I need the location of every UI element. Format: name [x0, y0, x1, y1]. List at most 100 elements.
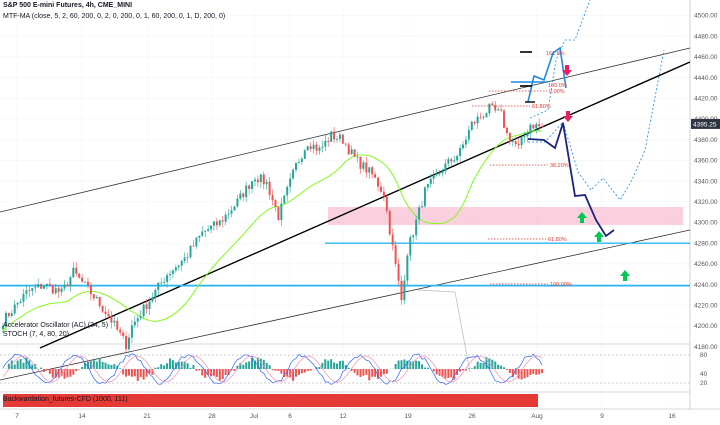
candle-body — [362, 162, 365, 169]
candle-body — [277, 207, 280, 221]
candle-body — [169, 273, 172, 276]
axes — [0, 0, 720, 410]
candle-body — [535, 124, 538, 129]
ac-bar — [107, 364, 110, 369]
ac-bar — [251, 357, 254, 369]
candle-body — [523, 136, 526, 138]
ac-bar — [81, 366, 84, 369]
ac-bar — [136, 369, 139, 381]
ac-bar — [511, 369, 514, 377]
candle-body — [210, 225, 213, 230]
candle-body — [221, 220, 224, 222]
price-tick-label: 4340.00 — [694, 178, 718, 185]
candle-body — [444, 163, 447, 172]
ac-bar — [166, 363, 169, 369]
candles — [2, 101, 544, 354]
candle-body — [450, 159, 453, 162]
ac-bar — [491, 359, 494, 369]
ac-bar — [224, 369, 227, 376]
ac-bar — [78, 369, 81, 370]
candle-body — [470, 121, 473, 130]
candle-body — [412, 235, 415, 238]
ac-bar — [338, 361, 341, 369]
candle-body — [66, 284, 69, 287]
candle-body — [256, 179, 259, 183]
sell-arrow — [562, 65, 572, 76]
ac-bar — [98, 357, 101, 369]
candle-body — [31, 288, 34, 292]
time-tick-label: Aug — [531, 413, 543, 420]
ac-bar — [48, 369, 51, 374]
ac-bar — [66, 369, 69, 378]
time-tick-label: 6 — [288, 413, 292, 420]
candle-body — [379, 186, 382, 192]
ac-bar — [142, 369, 145, 380]
ac-bar — [277, 369, 280, 371]
ac-bar — [500, 365, 503, 369]
candle-body — [403, 280, 406, 301]
backwardation-legend: Backwardation_futures-CFD (1000, 111) — [3, 396, 128, 403]
ac-bar — [374, 369, 377, 377]
ac-bar — [315, 367, 318, 369]
candle-body — [327, 140, 330, 142]
candle-body — [271, 195, 274, 201]
fib-label: 0.00% — [549, 89, 565, 95]
ac-bar — [192, 365, 195, 369]
price-tick-label: 4360.00 — [694, 158, 718, 165]
candle-body — [315, 144, 318, 151]
candle-body — [163, 282, 166, 283]
signal-arrows — [562, 65, 630, 281]
ac-bar — [353, 369, 356, 373]
osc-tick-label: 40 — [700, 371, 708, 378]
candle-body — [2, 325, 4, 330]
candle-body — [303, 150, 306, 159]
time-tick-label: 21 — [143, 413, 151, 420]
candle-body — [154, 289, 157, 298]
candle-body — [365, 162, 368, 173]
candle-body — [57, 288, 60, 292]
candle-body — [382, 191, 385, 197]
ac-bar — [412, 361, 415, 369]
candle-body — [51, 285, 54, 294]
time-tick-label: 14 — [78, 413, 86, 420]
candle-body — [491, 103, 494, 106]
ac-bar — [324, 359, 327, 369]
ac-bar — [189, 367, 192, 369]
candle-body — [125, 335, 128, 350]
candle-body — [341, 134, 344, 144]
candle-body — [295, 162, 297, 170]
ac-bar — [163, 365, 166, 369]
ac-bar — [385, 369, 388, 374]
ac-bar — [344, 364, 347, 369]
ac-bar — [514, 369, 517, 375]
candle-body — [198, 235, 201, 238]
ac-bar — [306, 369, 309, 372]
candle-body — [227, 213, 230, 215]
candle-body — [186, 257, 189, 258]
time-tick-label: 16 — [668, 413, 676, 420]
candle-body — [25, 290, 28, 294]
ac-bar — [57, 369, 60, 378]
candle-body — [511, 141, 514, 143]
candle-body — [110, 316, 113, 323]
target-zone — [328, 207, 683, 225]
candle-body — [494, 105, 497, 111]
ac-bar — [54, 369, 57, 378]
candle-body — [415, 219, 418, 236]
candle-body — [374, 174, 377, 178]
candle-body — [347, 144, 350, 155]
candle-body — [324, 140, 327, 147]
ac-bar — [198, 369, 201, 371]
ac-bar — [526, 369, 529, 378]
price-tick-label: 4380.00 — [694, 137, 718, 144]
ac-bar — [318, 366, 321, 369]
ac-bar — [139, 369, 142, 378]
candle-body — [426, 183, 429, 188]
candle-body — [233, 206, 236, 211]
ac-bar — [497, 364, 500, 369]
candle-body — [236, 198, 239, 207]
ac-bar — [215, 369, 218, 377]
ac-bar — [236, 365, 239, 369]
ac-bar — [16, 360, 19, 369]
